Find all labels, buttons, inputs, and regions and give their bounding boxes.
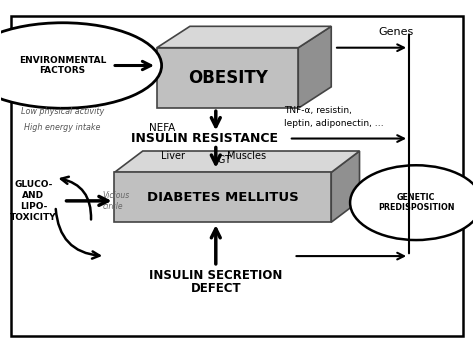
Text: ENVIRONMENTAL
FACTORS: ENVIRONMENTAL FACTORS	[19, 56, 106, 75]
Text: Muscles: Muscles	[227, 151, 266, 161]
Text: IGT: IGT	[215, 155, 231, 165]
FancyBboxPatch shape	[115, 172, 331, 222]
Polygon shape	[115, 151, 359, 172]
Text: High energy intake: High energy intake	[25, 123, 101, 132]
Text: NEFA: NEFA	[149, 123, 176, 133]
Polygon shape	[331, 151, 359, 222]
Text: Genes: Genes	[378, 27, 414, 37]
Text: Low physical activity: Low physical activity	[21, 107, 104, 116]
Text: Liver: Liver	[161, 151, 185, 161]
Text: INSULIN SECRETION: INSULIN SECRETION	[149, 269, 283, 282]
FancyBboxPatch shape	[157, 48, 298, 108]
Text: GLUCO-
AND
LIPO-
TOXICITY: GLUCO- AND LIPO- TOXICITY	[10, 180, 57, 222]
Text: DIABETES MELLITUS: DIABETES MELLITUS	[147, 191, 299, 204]
Text: TNF-α, resistin,: TNF-α, resistin,	[284, 106, 352, 115]
Text: OBESITY: OBESITY	[188, 69, 267, 87]
Ellipse shape	[350, 165, 474, 240]
Text: leptin, adiponectin, …: leptin, adiponectin, …	[284, 119, 384, 128]
Text: Vicious: Vicious	[103, 191, 130, 200]
Ellipse shape	[0, 23, 162, 108]
Polygon shape	[298, 26, 331, 108]
Text: DEFECT: DEFECT	[191, 282, 241, 295]
Polygon shape	[157, 26, 331, 48]
Text: circle: circle	[103, 202, 123, 211]
Text: INSULIN RESISTANCE: INSULIN RESISTANCE	[130, 132, 277, 145]
Text: GENETIC
PREDISPOSITION: GENETIC PREDISPOSITION	[378, 193, 454, 213]
FancyBboxPatch shape	[11, 16, 463, 336]
